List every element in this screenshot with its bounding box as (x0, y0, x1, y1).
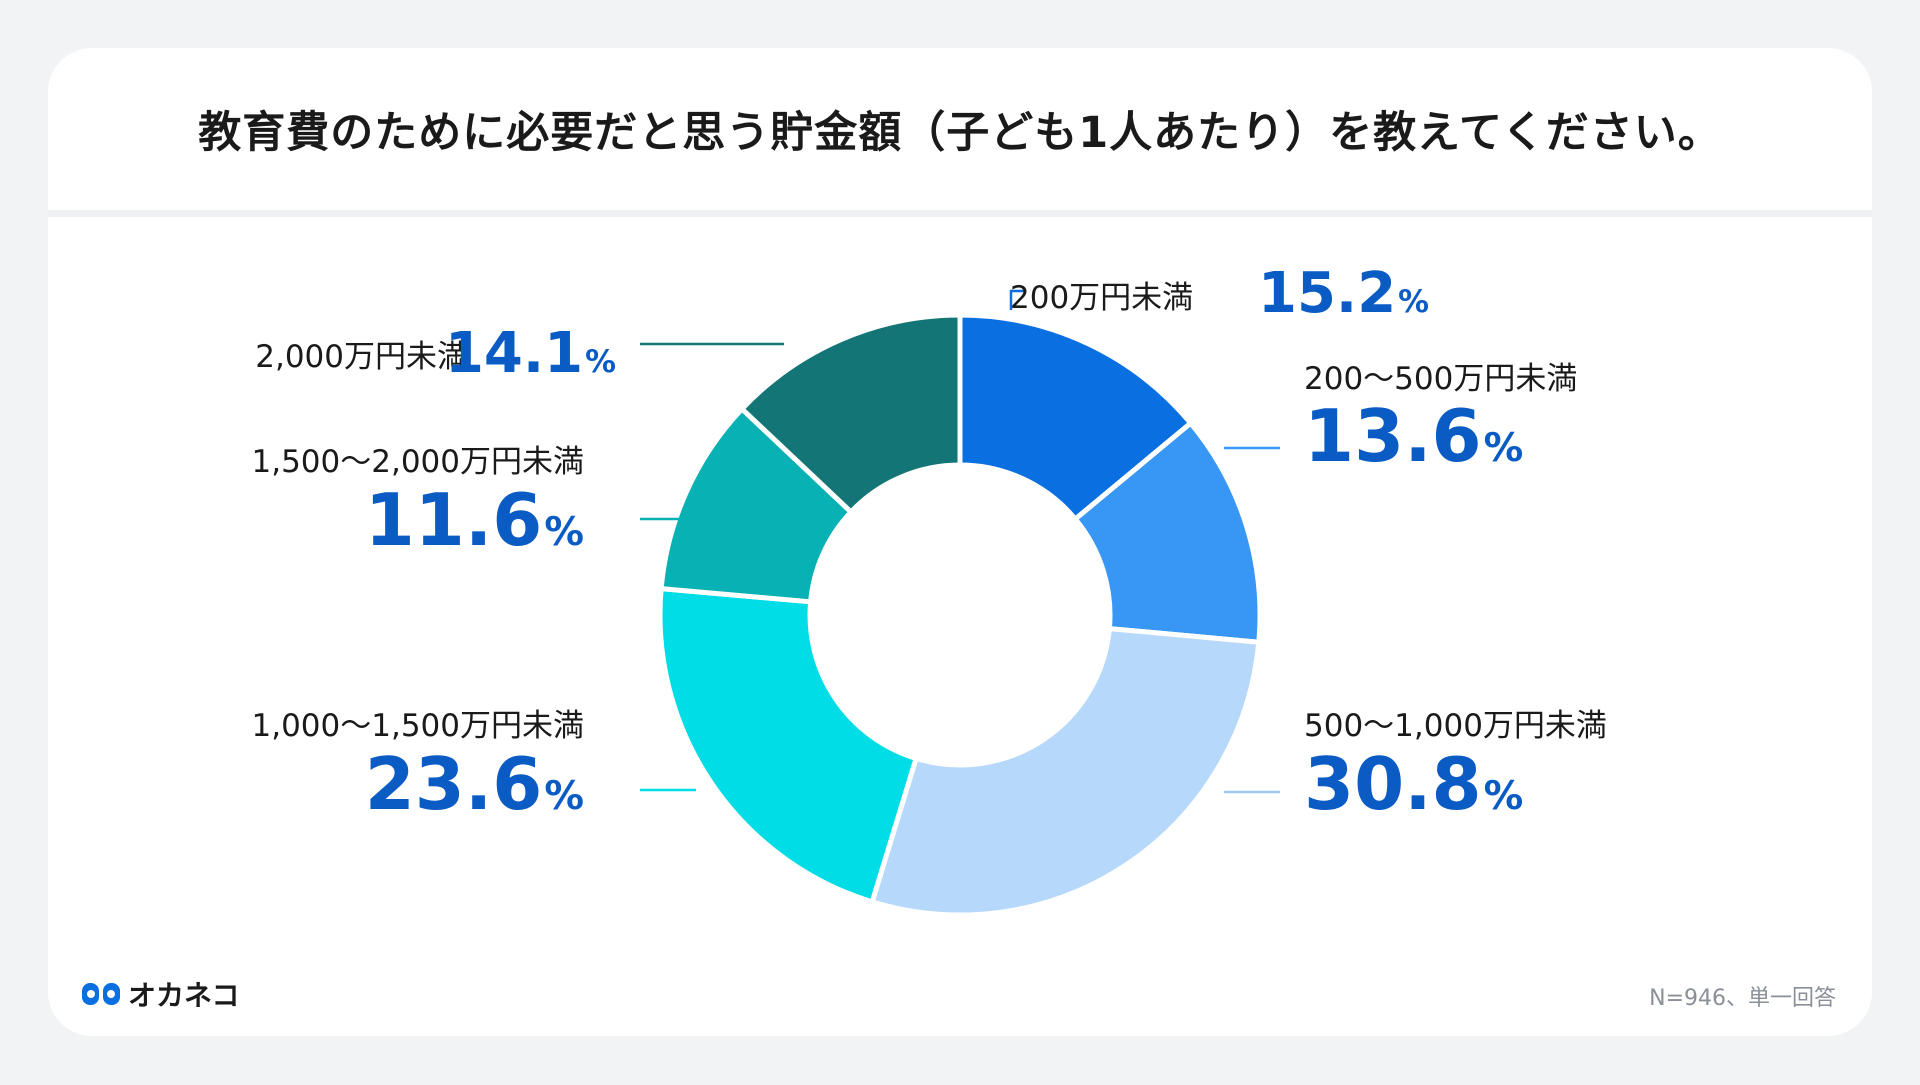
brand-name: オカネコ (128, 979, 240, 1012)
slice-value-2: 30.8% (1304, 748, 1523, 820)
slice-value-number-2: 30.8 (1304, 742, 1482, 826)
slice-value-unit-1: % (1483, 425, 1524, 471)
slice-value-unit-0: % (1398, 284, 1430, 320)
slice-value-number-1: 13.6 (1304, 394, 1482, 478)
brand: オカネコ (82, 974, 239, 1014)
slice-value-0: 15.2% (1258, 266, 1429, 322)
title-bar: 教育費のために必要だと思う貯金額（子ども1人あたり）を教えてください。 (48, 48, 1872, 210)
slice-value-number-3: 23.6 (364, 742, 543, 826)
donut-slice-5 (739, 312, 963, 515)
slice-value-number-5: 14.1 (444, 321, 584, 386)
slice-label-2: 500〜1,000万円未満 (1304, 708, 1607, 744)
slice-value-4: 11.6% (365, 484, 584, 556)
slice-value-unit-3: % (544, 773, 584, 819)
slice-value-1: 13.6% (1304, 400, 1523, 472)
donut-chart (640, 289, 1280, 918)
okaneko-logo-icon (82, 983, 120, 1005)
slice-value-5: 14.1% (445, 326, 616, 382)
chart-title: 教育費のために必要だと思う貯金額（子ども1人あたり）を教えてください。 (198, 108, 1722, 158)
slice-label-1: 200〜500万円未満 (1304, 361, 1578, 397)
slice-value-number-4: 11.6 (364, 478, 543, 562)
slice-label-5: 2,000万円未満 (255, 339, 468, 375)
slice-value-number-0: 15.2 (1258, 261, 1397, 326)
slice-label-3: 1,000〜1,500万円未満 (251, 708, 585, 744)
donut-slice-2 (869, 626, 1262, 918)
sample-note: N=946、単一回答 (1649, 986, 1836, 1011)
leader-line-0 (1009, 289, 1024, 310)
donut-slice-1 (1072, 420, 1263, 645)
slice-value-unit-5: % (585, 344, 616, 380)
slice-value-unit-4: % (544, 509, 584, 555)
slice-value-3: 23.6% (365, 748, 584, 820)
chart-card: 教育費のために必要だと思う貯金額（子ども1人あたり）を教えてください。 200万… (48, 48, 1872, 1036)
slice-label-4: 1,500〜2,000万円未満 (251, 444, 585, 480)
slice-label-0: 200万円未満 (1010, 280, 1194, 316)
donut-slice-3 (657, 586, 919, 905)
title-divider (48, 210, 1872, 217)
slice-value-unit-2: % (1483, 773, 1524, 819)
